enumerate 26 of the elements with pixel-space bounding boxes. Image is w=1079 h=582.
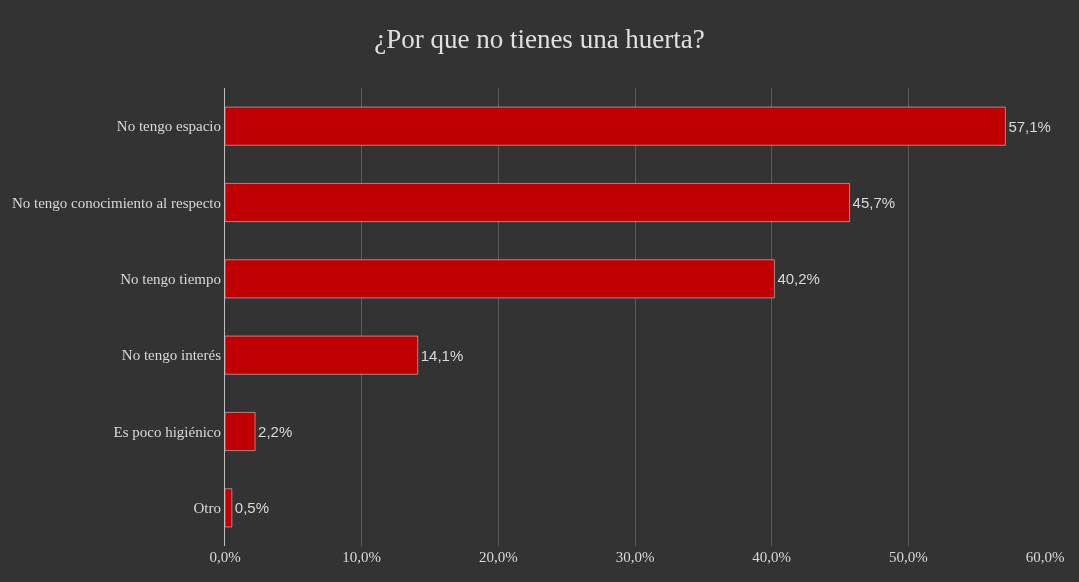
x-tick-label: 10,0% xyxy=(342,549,382,565)
y-tick-label: No tengo conocimiento al respecto xyxy=(11,194,221,211)
y-tick-label: No tengo espacio xyxy=(116,118,221,135)
bar xyxy=(225,335,418,375)
data-label: 14,1% xyxy=(420,346,464,364)
data-label: 0,5% xyxy=(234,499,270,517)
bar xyxy=(225,183,850,222)
x-tick-label: 60,0% xyxy=(1025,549,1065,565)
x-tick-label: 30,0% xyxy=(615,549,655,565)
bar xyxy=(225,412,256,451)
x-tick-label: 50,0% xyxy=(888,549,928,565)
data-label: 2,2% xyxy=(258,423,293,440)
data-label: 57,1% xyxy=(1008,117,1051,135)
data-label: 40,2% xyxy=(777,270,820,288)
y-tick-label: Otro xyxy=(193,500,221,517)
y-tick-label: No tengo interés xyxy=(121,347,222,364)
chart-title: ¿Por que no tienes una huerta? xyxy=(374,24,705,54)
x-tick-label: 20,0% xyxy=(478,549,518,565)
bar xyxy=(225,106,1006,146)
bar xyxy=(225,259,775,299)
data-label: 45,7% xyxy=(852,194,896,211)
bar xyxy=(225,488,233,528)
y-tick-label: No tengo tiempo xyxy=(120,271,221,288)
x-tick-label: 40,0% xyxy=(752,549,792,565)
x-tick-label: 0,0% xyxy=(209,549,241,565)
y-tick-label: Es poco higiénico xyxy=(113,423,221,440)
